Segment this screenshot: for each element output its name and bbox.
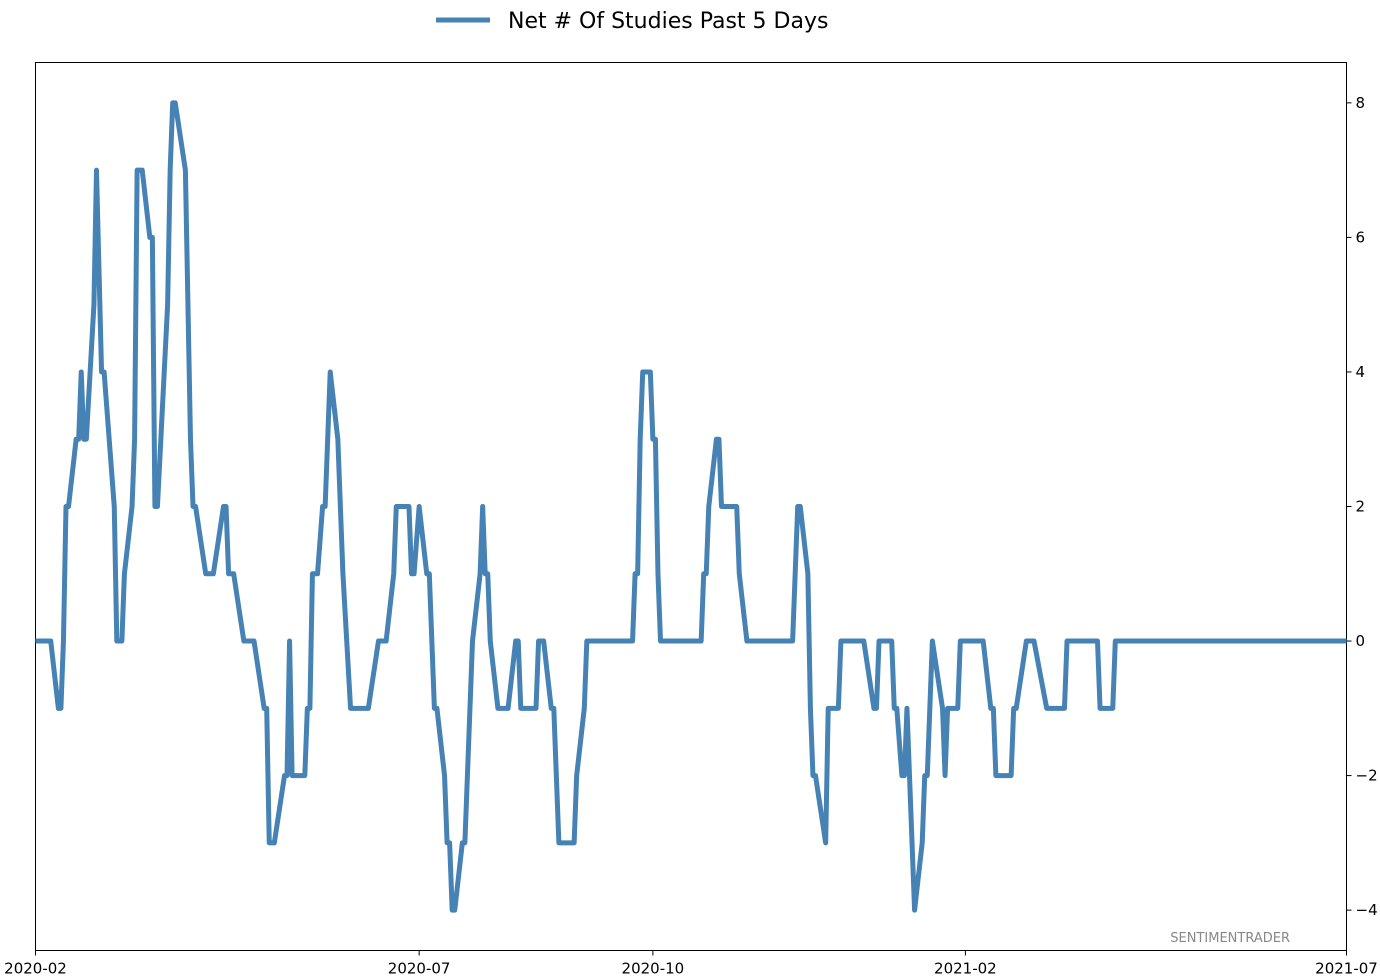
y-tick-label: 6 (1356, 228, 1366, 246)
x-tick-label: 2020-02 (4, 960, 67, 978)
legend: Net # Of Studies Past 5 Days (436, 9, 828, 34)
x-axis: 2020-02 2020-07 2020-10 2021-02 2021-07 (4, 950, 1378, 978)
plot-frame (35, 62, 1347, 951)
y-tick-label: −4 (1356, 901, 1378, 919)
y-axis: 8 6 4 2 0 −2 −4 (1346, 94, 1378, 919)
x-tick-label: 2020-10 (622, 960, 685, 978)
y-tick-label: 2 (1356, 498, 1366, 516)
x-tick-label: 2020-07 (388, 960, 451, 978)
y-tick-label: −2 (1356, 767, 1378, 785)
legend-label: Net # Of Studies Past 5 Days (508, 9, 828, 34)
plot-area: 2020-02 2020-07 2020-10 2021-02 2021-07 8 6 4 2… (4, 62, 1378, 978)
y-tick-label: 0 (1356, 632, 1366, 650)
y-tick-label: 4 (1356, 363, 1366, 381)
watermark: SENTIMENTRADER (1170, 931, 1290, 946)
x-tick-label: 2021-02 (934, 960, 997, 978)
x-tick-label: 2021-07 (1315, 960, 1378, 978)
y-tick-label: 8 (1356, 94, 1366, 112)
series-line-net-studies (35, 100, 1347, 913)
